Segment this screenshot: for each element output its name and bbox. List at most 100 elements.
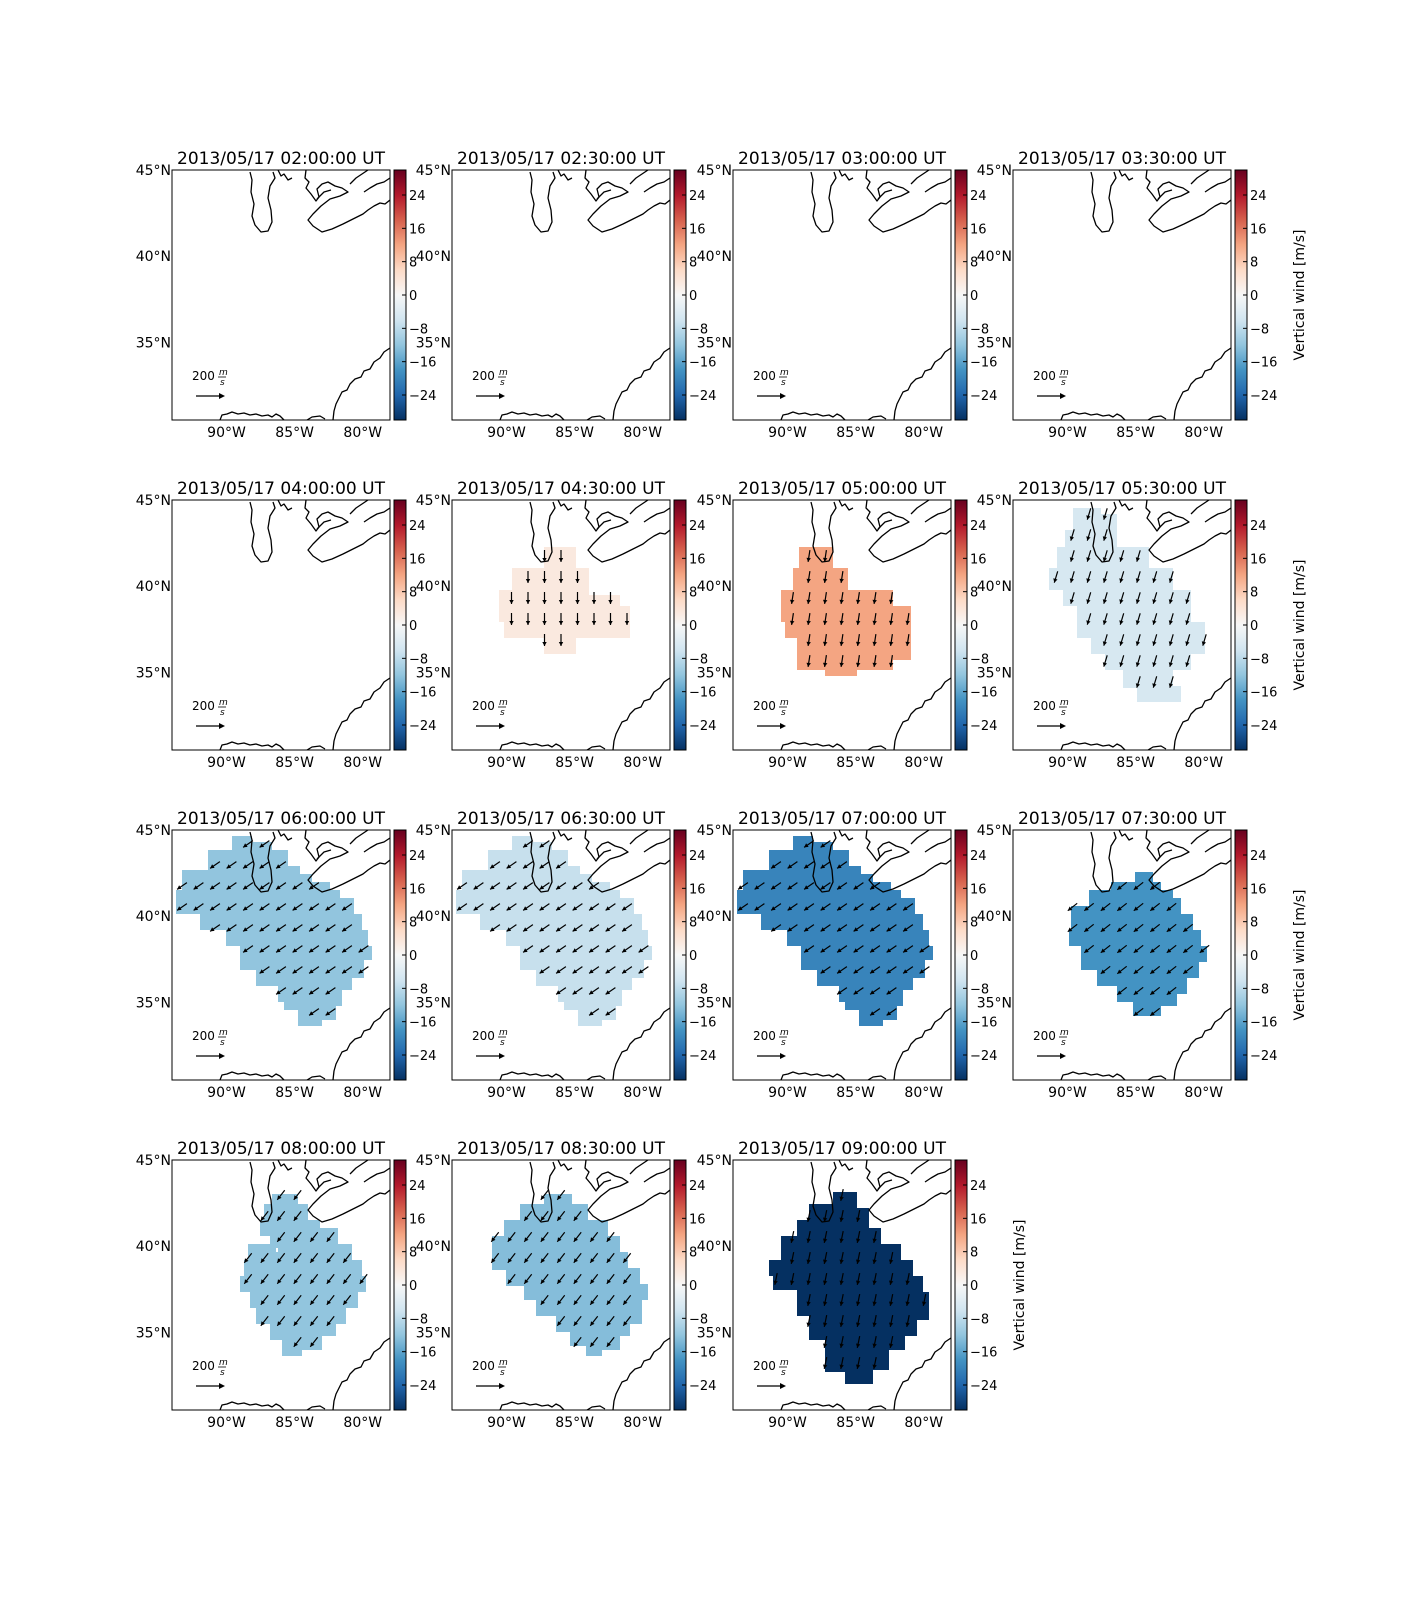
colorbar-tick-label: 8 [689, 916, 697, 931]
wind-vector [839, 634, 844, 646]
wind-vector [823, 1251, 828, 1265]
colorbar-tick-label: −24 [970, 1049, 997, 1064]
map-area [172, 500, 390, 750]
quiver-key: 200 ms [192, 1028, 228, 1059]
wind-vector [605, 1008, 616, 1016]
x-tick-label: 80°W [904, 425, 943, 441]
map-panel: 2013/05/17 05:00:00 UT 200 ms 90°W 85°W 80°W 4… [697, 479, 998, 771]
y-tick-label: 40°N [416, 1239, 451, 1255]
wind-vector [638, 966, 649, 974]
quiver-key-unit-den: s [781, 378, 786, 388]
wind-vector [839, 592, 844, 604]
wind-vector [605, 966, 616, 974]
coastline [219, 170, 390, 420]
wind-vector [1168, 634, 1174, 646]
x-tick-label: 85°W [275, 1085, 314, 1101]
wind-vector [293, 1252, 302, 1264]
x-tick-label: 90°W [487, 1415, 526, 1431]
wind-vector [242, 924, 254, 932]
panel-title: 2013/05/17 03:30:00 UT [1018, 149, 1227, 169]
wind-vector [1133, 944, 1144, 954]
colorbar-tick-label: 24 [409, 189, 426, 204]
wind-vector [770, 861, 782, 869]
map-panel: 2013/05/17 04:00:00 UT 200 ms 90°W 85°W 80°W 4… [136, 479, 437, 771]
quiver-key-label: 200 [1033, 369, 1056, 383]
colorbar: 24 16 8 0 −8 −16 −24 [393, 169, 436, 421]
wind-vector [556, 1294, 566, 1306]
colorbar-tick-label: 0 [1250, 949, 1258, 964]
colorbar-tick-label: −8 [1250, 982, 1269, 997]
wind-vector [276, 1273, 286, 1285]
map-frame [732, 829, 952, 1081]
panel-title: 2013/05/17 04:00:00 UT [177, 479, 386, 499]
wind-vector [1201, 634, 1207, 646]
wind-vector [869, 1008, 881, 1016]
x-tick-label: 90°W [207, 1085, 246, 1101]
colorbar-tick-label: −16 [1250, 1016, 1277, 1031]
wind-vector [806, 1230, 811, 1244]
map-panel: 2013/05/17 08:00:00 UT 200 ms 90°W 85°W 80°W 4… [136, 1139, 437, 1431]
colorbar-tick-label: 0 [409, 289, 417, 304]
wind-vector [588, 924, 600, 932]
wind-vector [591, 613, 597, 625]
wind-vector [572, 987, 583, 995]
wind-vector [856, 1209, 861, 1223]
coastline [499, 170, 670, 420]
quiver-key: 200 ms [1033, 1028, 1069, 1059]
quiver-key-unit-den: s [500, 708, 505, 718]
y-tick-label: 45°N [136, 823, 171, 839]
wind-vector [872, 1293, 877, 1307]
wind-vector [326, 1231, 335, 1243]
wind-vector [1182, 944, 1194, 954]
wind-vector [1135, 655, 1141, 667]
wind-vector [1182, 965, 1194, 975]
wind-vector [836, 903, 848, 911]
wind-vector [1149, 1007, 1161, 1017]
wind-vector [605, 987, 616, 995]
wind-vector [1135, 634, 1141, 646]
wind-vector [308, 987, 320, 995]
map-frame [451, 499, 671, 751]
wind-vector [226, 903, 237, 911]
wind-vector [1116, 881, 1128, 891]
x-tick-label: 80°W [904, 755, 943, 771]
wind-vector [922, 1293, 927, 1307]
wind-vector [1185, 655, 1191, 667]
colorbar-tick-label: 16 [970, 882, 987, 897]
colorbar-tick-label: 16 [409, 1212, 426, 1227]
colorbar: 24 16 8 0 −8 −16 −24 Vertical wind [m/s] [1234, 499, 1308, 751]
wind-vector [555, 924, 567, 932]
coastline [1060, 170, 1231, 420]
wind-vector [242, 861, 254, 869]
wind-vector [836, 882, 848, 890]
x-tick-label: 85°W [555, 1085, 594, 1101]
wind-vector [275, 882, 287, 890]
wind-vector [309, 1273, 319, 1285]
x-tick-label: 80°W [623, 1415, 662, 1431]
wind-vector [308, 1008, 320, 1016]
y-tick-label: 35°N [977, 335, 1012, 351]
wind-vector [260, 1210, 269, 1222]
wind-vector [1135, 571, 1141, 583]
wind-vector [803, 903, 815, 911]
wind-vector [325, 1008, 336, 1016]
quiver-key-unit-den: s [220, 708, 225, 718]
colorbar-tick-label: −24 [970, 389, 997, 404]
wind-vector [489, 861, 501, 869]
wind-vector [259, 903, 270, 911]
colorbar-tick-label: −8 [409, 982, 428, 997]
y-tick-label: 40°N [136, 249, 171, 265]
x-tick-label: 80°W [1184, 1085, 1223, 1101]
colorbar-tick-label: −8 [689, 652, 708, 667]
quiver-key-unit-num: m [1060, 1028, 1069, 1038]
wind-vector [555, 861, 567, 869]
wind-vector [556, 1315, 566, 1327]
colorbar-tick-label: 16 [409, 222, 426, 237]
wind-vector [242, 903, 254, 911]
wind-vector [1135, 613, 1141, 625]
wind-vector [869, 903, 881, 911]
y-tick-label: 45°N [697, 823, 732, 839]
wind-vector [1069, 550, 1075, 562]
wind-vector [1119, 571, 1125, 583]
